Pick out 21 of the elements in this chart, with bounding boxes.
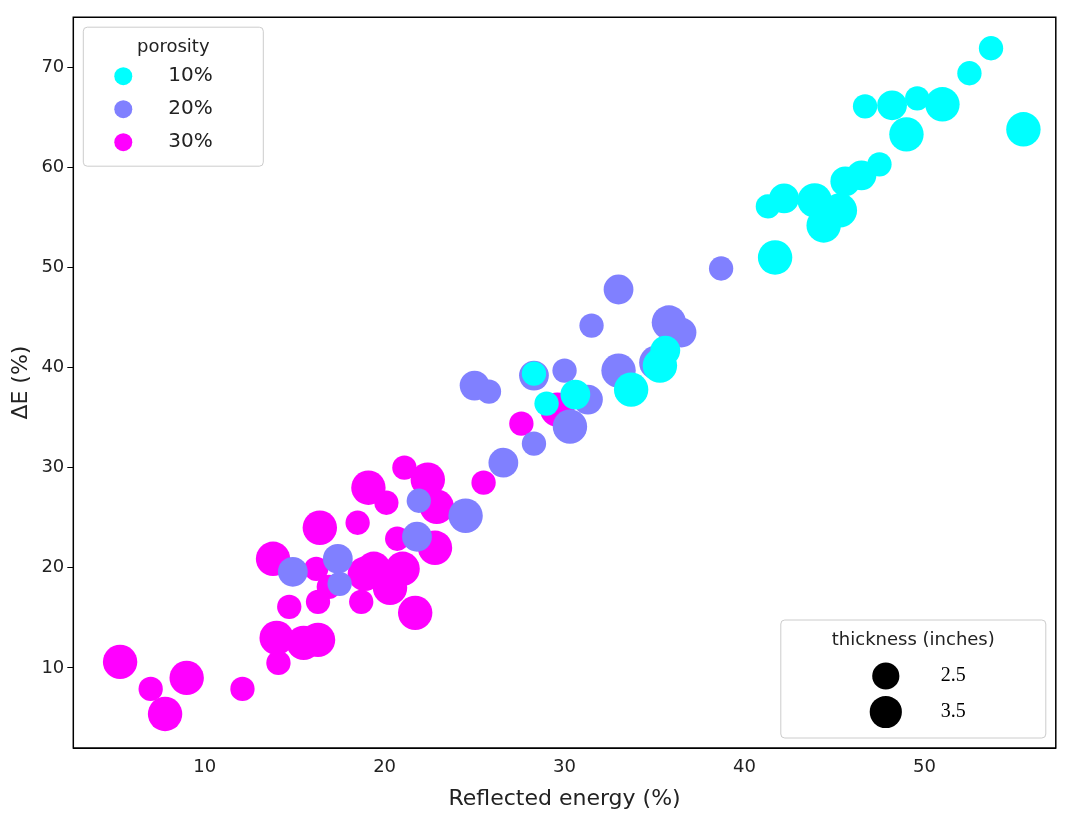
y-tick-label: 20 [41, 555, 65, 577]
y-axis-title: ΔE (%) [6, 345, 32, 420]
legend-title: porosity [137, 34, 210, 56]
x-tick-label: 50 [912, 755, 936, 777]
y-tick-label: 70 [41, 54, 65, 76]
x-tick-label: 20 [373, 755, 397, 777]
annotation: thickness (inches) [831, 627, 995, 649]
y-tick-label: 40 [41, 355, 65, 377]
y-tick-label: 50 [41, 255, 65, 277]
x-tick-label: 30 [553, 755, 577, 777]
y-tick-label: 30 [41, 455, 65, 477]
x-tick-label: 40 [733, 755, 756, 777]
legend-label: 20% [168, 95, 213, 120]
y-tick-label: 60 [41, 155, 65, 177]
legend-label: 30% [168, 128, 213, 153]
legend-label: 2.5 [940, 663, 966, 686]
x-tick-label: 10 [193, 755, 217, 777]
x-axis-title: Reflected energy (%) [448, 784, 681, 810]
legend-label: 3.5 [940, 699, 966, 722]
legend-label: 10% [168, 62, 213, 87]
y-tick-label: 10 [41, 655, 65, 677]
